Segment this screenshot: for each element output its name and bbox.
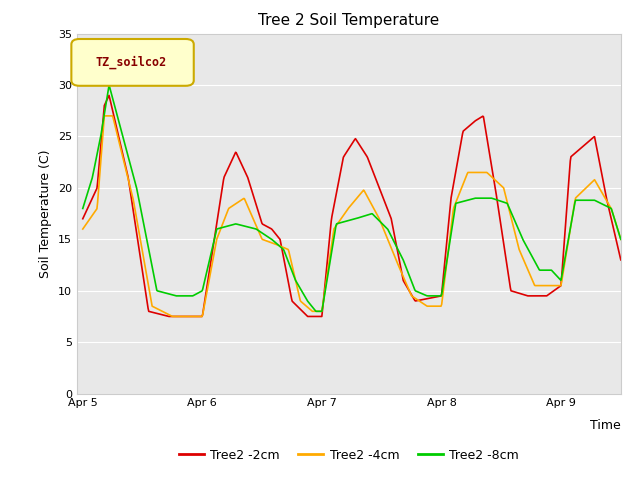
Text: TZ_soilco2: TZ_soilco2 [95, 56, 167, 69]
Tree2 -8cm [105, 83, 113, 88]
Tree2 -2cm [79, 216, 86, 222]
Tree2 -2cm [105, 93, 113, 98]
Title: Tree 2 Soil Temperature: Tree 2 Soil Temperature [258, 13, 440, 28]
Tree2 -2cm [407, 290, 415, 296]
Line: Tree2 -8cm: Tree2 -8cm [83, 85, 621, 312]
Tree2 -4cm [393, 258, 401, 264]
Tree2 -4cm [543, 283, 551, 288]
Tree2 -8cm [79, 205, 86, 211]
Tree2 -8cm [393, 244, 401, 250]
Tree2 -4cm [617, 237, 625, 242]
Tree2 -8cm [407, 276, 415, 282]
Tree2 -8cm [617, 237, 625, 242]
Legend: Tree2 -2cm, Tree2 -4cm, Tree2 -8cm: Tree2 -2cm, Tree2 -4cm, Tree2 -8cm [173, 444, 524, 467]
Y-axis label: Soil Temperature (C): Soil Temperature (C) [39, 149, 52, 278]
Tree2 -4cm [169, 313, 177, 319]
Tree2 -8cm [543, 267, 551, 273]
Tree2 -8cm [113, 110, 120, 116]
Tree2 -2cm [165, 313, 173, 319]
Tree2 -2cm [113, 124, 120, 130]
Line: Tree2 -2cm: Tree2 -2cm [83, 96, 621, 316]
X-axis label: Time: Time [590, 419, 621, 432]
Tree2 -4cm [79, 226, 86, 232]
Tree2 -4cm [113, 128, 120, 134]
Tree2 -8cm [423, 293, 431, 299]
Tree2 -2cm [488, 167, 496, 172]
Line: Tree2 -4cm: Tree2 -4cm [83, 116, 621, 316]
Tree2 -8cm [312, 309, 320, 314]
Tree2 -8cm [488, 195, 496, 201]
FancyBboxPatch shape [72, 39, 194, 86]
Tree2 -2cm [393, 243, 401, 249]
Tree2 -4cm [488, 174, 496, 180]
Tree2 -2cm [423, 296, 431, 301]
Tree2 -4cm [407, 291, 415, 297]
Tree2 -2cm [543, 292, 551, 298]
Tree2 -2cm [617, 257, 625, 263]
Tree2 -4cm [100, 113, 108, 119]
Tree2 -4cm [423, 303, 431, 309]
